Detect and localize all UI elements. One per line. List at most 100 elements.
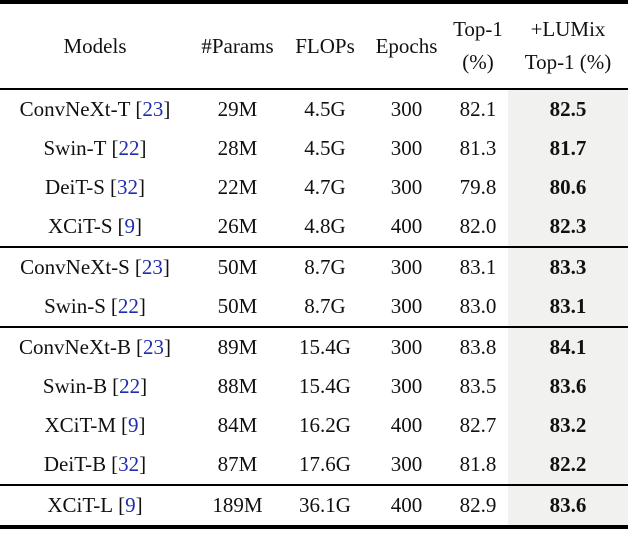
params-cell: 22M — [217, 175, 258, 199]
cite-bracket-close: ] — [139, 136, 147, 160]
model-cell: Swin-S [22] — [0, 287, 190, 327]
cite-bracket-open: [ — [118, 493, 126, 517]
cite-bracket-open: [ — [110, 294, 118, 318]
lumix-top1-cell: 83.2 — [508, 406, 628, 445]
epochs-cell: 300 — [390, 294, 423, 318]
flops-cell: 16.2G — [299, 413, 351, 437]
model-name: Swin-T — [43, 136, 107, 160]
citation-link[interactable]: 22 — [119, 374, 141, 398]
lumix-top1-cell: 82.3 — [508, 207, 628, 247]
top1-cell: 82.7 — [459, 413, 497, 437]
model-cell: XCiT-M [9] — [0, 406, 190, 445]
cite-bracket-open: [ — [112, 374, 120, 398]
table-row: Swin-B [22] 88M 15.4G 300 83.5 83.6 — [0, 367, 628, 406]
top1-cell: 82.1 — [448, 88, 508, 129]
col-header-params: #Params — [190, 2, 285, 89]
citation-link[interactable]: 22 — [118, 136, 140, 160]
cite-bracket-open: [ — [111, 452, 119, 476]
citation-link[interactable]: 32 — [116, 175, 138, 199]
cite-bracket-close: ] — [140, 374, 148, 398]
flops-cell: 4.7G — [304, 175, 346, 199]
top1-cell: 79.8 — [459, 175, 497, 199]
flops-cell: 15.4G — [299, 374, 351, 398]
model-name: XCiT-L — [47, 493, 114, 517]
col-header-models-label: Models — [63, 33, 127, 58]
model-cell: Swin-T [22] — [0, 129, 190, 168]
citation-link[interactable]: 32 — [118, 452, 140, 476]
flops-cell: 36.1G — [285, 484, 365, 527]
cite-bracket-open: [ — [109, 175, 117, 199]
model-name: XCiT-M — [44, 413, 117, 437]
citation-link[interactable]: 22 — [117, 294, 139, 318]
cite-bracket-close: ] — [135, 214, 143, 238]
model-cell: XCiT-L [9] — [0, 484, 190, 527]
params-cell: 189M — [190, 484, 285, 527]
col-header-lumix-line2: Top-1 (%) — [524, 50, 612, 74]
top1-cell: 82.9 — [448, 484, 508, 527]
cite-bracket-close: ] — [163, 97, 171, 121]
cite-bracket-open: [ — [121, 413, 129, 437]
table-row: XCiT-L [9] 189M 36.1G 400 82.9 83.6 — [0, 484, 628, 527]
lumix-top1-cell: 83.6 — [508, 484, 628, 527]
params-cell: 50M — [217, 294, 258, 318]
top1-cell: 81.3 — [459, 136, 497, 160]
lumix-top1-cell: 83.1 — [508, 287, 628, 327]
flops-cell: 15.4G — [285, 326, 365, 367]
cite-bracket-open: [ — [117, 214, 125, 238]
epochs-cell: 300 — [390, 374, 423, 398]
col-header-epochs-label: Epochs — [375, 33, 438, 58]
col-header-flops: FLOPs — [285, 2, 365, 89]
params-cell: 50M — [190, 246, 285, 287]
params-cell: 88M — [217, 374, 258, 398]
params-cell: 84M — [217, 413, 258, 437]
model-name: Swin-B — [42, 374, 108, 398]
flops-cell: 17.6G — [299, 452, 351, 476]
top1-cell: 83.5 — [459, 374, 497, 398]
lumix-top1-cell: 81.7 — [508, 129, 628, 168]
epochs-cell: 400 — [390, 413, 423, 437]
citation-link[interactable]: 23 — [143, 335, 164, 359]
model-name: ConvNeXt-S — [20, 255, 130, 279]
model-name: ConvNeXt-T — [19, 97, 131, 121]
col-header-lumix-line1: +LUMix — [530, 17, 606, 42]
table-row: ConvNeXt-T [23] 29M 4.5G 300 82.1 82.5 — [0, 88, 628, 129]
table-row: XCiT-S [9] 26M 4.8G 400 82.0 82.3 — [0, 207, 628, 247]
col-header-lumix: +LUMix Top-1 (%) — [508, 2, 628, 89]
table-row: Swin-S [22] 50M 8.7G 300 83.0 83.1 — [0, 287, 628, 327]
cite-bracket-open: [ — [135, 97, 143, 121]
top1-cell: 83.8 — [448, 326, 508, 367]
cite-bracket-close: ] — [138, 413, 146, 437]
citation-link[interactable]: 9 — [125, 493, 136, 517]
model-name: ConvNeXt-B — [19, 335, 131, 359]
flops-cell: 4.5G — [304, 136, 346, 160]
model-name: DeiT-B — [43, 452, 107, 476]
citation-link[interactable]: 9 — [128, 413, 139, 437]
citation-link[interactable]: 23 — [142, 97, 164, 121]
cite-bracket-open: [ — [111, 136, 119, 160]
cite-bracket-close: ] — [138, 294, 146, 318]
col-header-top1: Top-1 (%) — [448, 2, 508, 89]
lumix-top1-cell: 80.6 — [508, 168, 628, 207]
epochs-cell: 300 — [365, 326, 448, 367]
model-name: Swin-S — [44, 294, 106, 318]
model-cell: XCiT-S [9] — [0, 207, 190, 247]
model-cell: ConvNeXt-S [23] — [0, 246, 190, 287]
col-header-models: Models — [0, 2, 190, 89]
table-row: XCiT-M [9] 84M 16.2G 400 82.7 83.2 — [0, 406, 628, 445]
table-body: ConvNeXt-T [23] 29M 4.5G 300 82.1 82.5 Sw… — [0, 88, 628, 527]
top1-cell: 81.8 — [459, 452, 497, 476]
lumix-top1-cell: 83.6 — [508, 367, 628, 406]
col-header-epochs: Epochs — [365, 2, 448, 89]
model-cell: DeiT-B [32] — [0, 445, 190, 485]
cite-bracket-close: ] — [164, 335, 171, 359]
model-cell: ConvNeXt-B [23] — [0, 326, 190, 367]
epochs-cell: 300 — [365, 88, 448, 129]
table-row: DeiT-S [32] 22M 4.7G 300 79.8 80.6 — [0, 168, 628, 207]
params-cell: 89M — [190, 326, 285, 367]
top1-cell: 83.1 — [448, 246, 508, 287]
citation-link[interactable]: 23 — [141, 255, 163, 279]
epochs-cell: 400 — [390, 214, 423, 238]
citation-link[interactable]: 9 — [124, 214, 136, 238]
model-name: DeiT-S — [45, 175, 105, 199]
